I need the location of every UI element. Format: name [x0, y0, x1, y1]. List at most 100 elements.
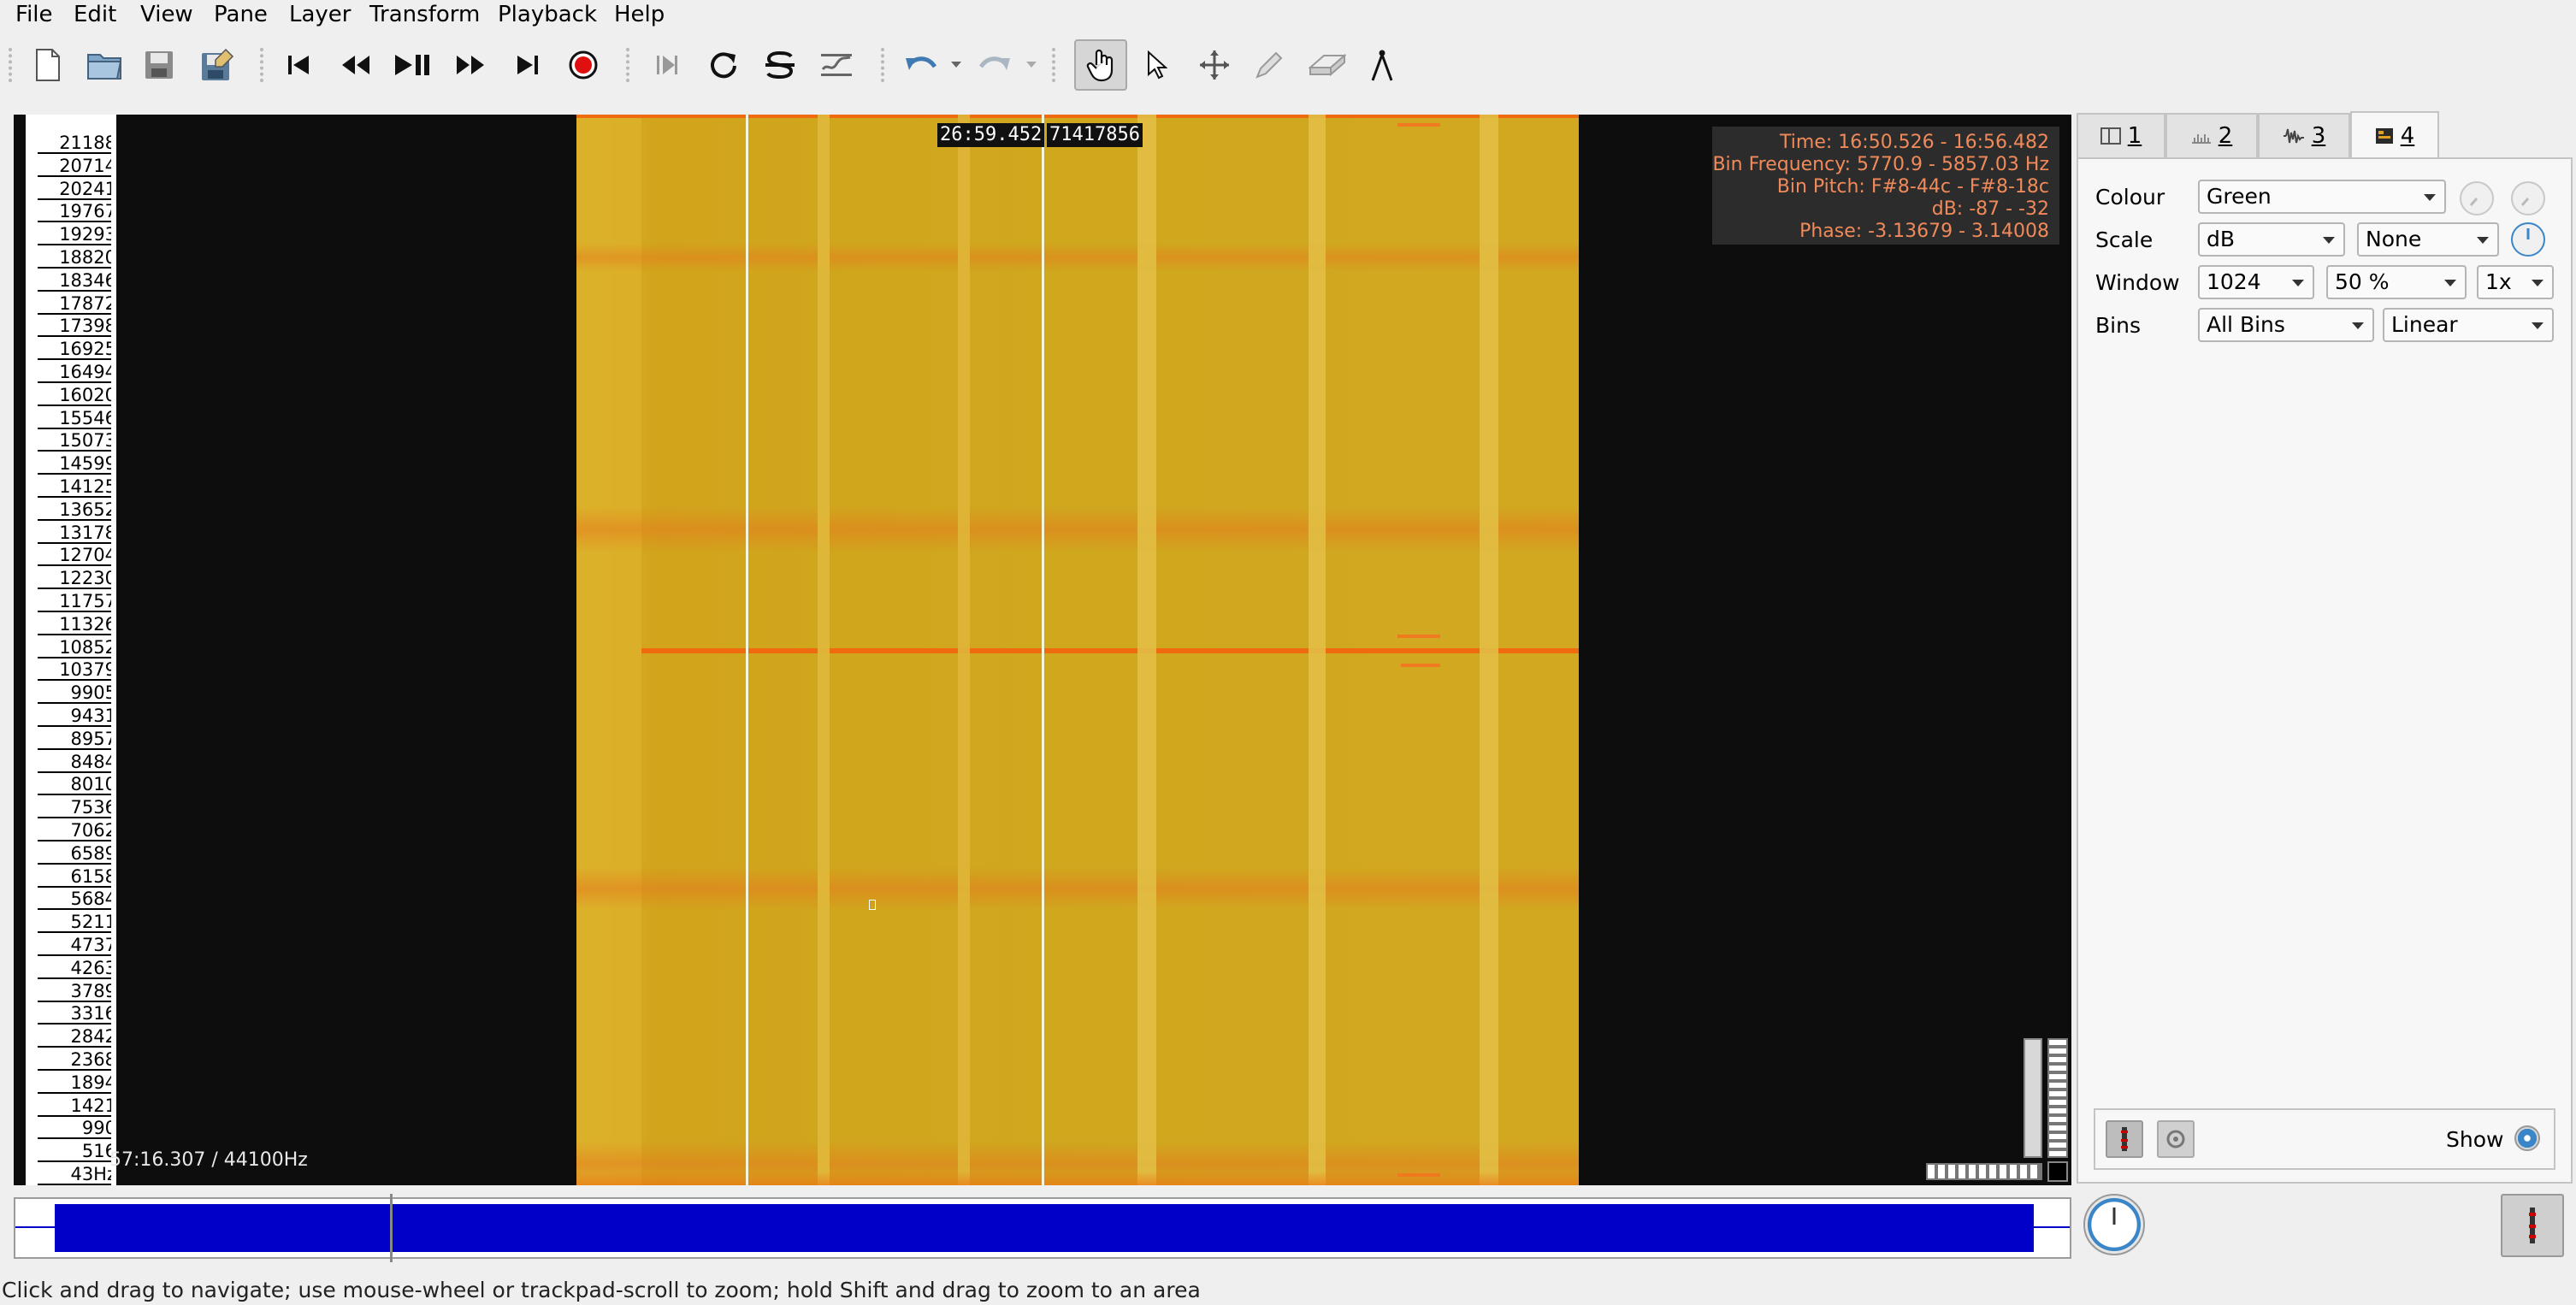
oversampling-select[interactable]: 1x [2477, 265, 2554, 299]
colour-select[interactable]: Green [2198, 180, 2446, 214]
normalization-select[interactable]: None [2357, 222, 2499, 257]
frequency-tick-label: 14599 [38, 454, 116, 475]
layer-colour-button[interactable] [2106, 1120, 2143, 1158]
frequency-tick-label: 15546 [38, 409, 116, 429]
zoom-reset-button[interactable] [2047, 1161, 2068, 1182]
record-icon[interactable] [559, 41, 607, 89]
frequency-tick-label: 21188 [38, 133, 116, 154]
select-tool-icon[interactable] [1132, 41, 1180, 89]
window-size-select[interactable]: 1024 [2198, 265, 2314, 299]
tab-4[interactable]: 4 [2350, 111, 2439, 159]
tab-3[interactable]: 3 [2258, 113, 2350, 157]
frequency-tick-label: 10852 [38, 638, 116, 658]
draw-tool-icon[interactable] [1245, 41, 1293, 89]
forward-end-icon[interactable] [503, 41, 551, 89]
colour-rotation-knob[interactable] [2511, 222, 2545, 257]
playhead-line[interactable] [1042, 115, 1044, 1185]
menu-help[interactable]: Help [614, 2, 665, 27]
spectrogram-pane[interactable]: 21188 20714 20241 19767 19293 18820 18346 17872… [14, 115, 2071, 1185]
frequency-tick-label: 12704 [38, 546, 116, 567]
redo-icon[interactable] [972, 41, 1019, 89]
frequency-tick-label: 43Hz [38, 1165, 116, 1185]
status-bar: Click and drag to navigate; use mouse-wh… [2, 1278, 1201, 1302]
play-selection-icon[interactable] [643, 41, 691, 89]
window-overlap-select[interactable]: 50 % [2326, 265, 2467, 299]
fast-forward-icon[interactable] [446, 41, 494, 89]
playback-speed-knob[interactable] [2083, 1194, 2145, 1255]
play-pause-icon[interactable] [388, 41, 436, 89]
frequency-tick-label: 8010 [38, 775, 116, 796]
chevron-down-icon [2352, 322, 2364, 329]
save-as-icon[interactable] [193, 41, 241, 89]
show-layer-toggle[interactable] [2514, 1125, 2540, 1151]
undo-icon[interactable] [896, 41, 944, 89]
playback-layer-button[interactable] [2501, 1194, 2564, 1257]
frequency-tick-label: 10379 [38, 660, 116, 682]
toolbar-grip [9, 48, 15, 82]
overview-strip[interactable] [14, 1194, 2071, 1262]
frequency-tick-label: 9431 [38, 706, 116, 727]
menu-edit[interactable]: Edit [74, 2, 117, 27]
chevron-down-icon [2323, 237, 2335, 244]
toolbar-grip [881, 48, 888, 82]
menu-transform[interactable]: Transform [369, 2, 481, 27]
frequency-tick-label: 19293 [38, 225, 116, 246]
scale-select-value: dB [2207, 227, 2236, 251]
frequency-tick-label: 17872 [38, 294, 116, 315]
gain-knob[interactable] [2460, 181, 2494, 216]
layer-play-settings-button[interactable] [2157, 1120, 2195, 1158]
frequency-tick-label: 18346 [38, 271, 116, 292]
frequency-scale-edge [111, 115, 116, 1185]
move-tool-icon[interactable] [1191, 41, 1238, 89]
layer-bars-icon [2529, 1208, 2536, 1243]
save-icon[interactable] [135, 41, 183, 89]
overview-playhead[interactable] [390, 1194, 393, 1262]
tab-1[interactable]: 1 [2077, 113, 2165, 157]
tab-2-label: 2 [2218, 123, 2233, 149]
window-label: Window [2095, 270, 2180, 295]
toolbar [0, 36, 2576, 94]
frequency-tick-label: 16020 [38, 386, 116, 406]
top-edge-line [576, 115, 1579, 118]
redo-menu-chevron-icon[interactable] [1019, 41, 1043, 89]
chevron-down-icon [2477, 237, 2489, 244]
frequency-tick-label: 13178 [38, 523, 116, 544]
rewind-icon[interactable] [332, 41, 380, 89]
spectrogram-layer[interactable] [576, 115, 1579, 1185]
navigate-tool-icon[interactable] [1074, 39, 1127, 91]
tone-line [641, 648, 1579, 653]
erase-tool-icon[interactable] [1303, 41, 1351, 89]
menu-pane[interactable]: Pane [214, 2, 268, 27]
menu-playback[interactable]: Playback [498, 2, 598, 27]
frequency-tick-label: 7536 [38, 798, 116, 819]
vertical-zoom-wheel[interactable] [2047, 1038, 2068, 1158]
measure-tool-icon[interactable] [1358, 41, 1406, 89]
solo-icon[interactable] [756, 41, 804, 89]
frequency-tick-label: 1894 [38, 1073, 116, 1094]
normalize-icon[interactable] [812, 41, 860, 89]
menu-file[interactable]: File [15, 2, 53, 27]
toolbar-grip [1052, 48, 1059, 82]
threshold-knob[interactable] [2511, 181, 2545, 216]
undo-menu-chevron-icon[interactable] [944, 41, 968, 89]
open-file-icon[interactable] [80, 41, 128, 89]
toolbar-grip [260, 48, 267, 82]
new-file-icon[interactable] [24, 41, 72, 89]
selection-start-line[interactable] [746, 115, 748, 1185]
vertical-zoom-slider[interactable] [2024, 1038, 2042, 1158]
transient-stripe [1480, 115, 1498, 1185]
bin-scale-select[interactable]: Linear [2383, 308, 2554, 342]
speaker-icon [2166, 1130, 2185, 1149]
frequency-tick-label: 19767 [38, 202, 116, 223]
menu-layer[interactable]: Layer [289, 2, 352, 27]
info-overlay: Time: 16:50.526 - 16:56.482 Bin Frequenc… [1712, 127, 2059, 245]
rewind-start-icon[interactable] [275, 41, 323, 89]
scale-select[interactable]: dB [2198, 222, 2345, 257]
tab-2[interactable]: 2 [2165, 113, 2258, 157]
horizontal-zoom-wheel[interactable] [1926, 1163, 2042, 1180]
tone-mark [1401, 664, 1440, 667]
chevron-down-icon [2444, 280, 2456, 286]
bins-select[interactable]: All Bins [2198, 308, 2374, 342]
menu-view[interactable]: View [140, 2, 193, 27]
loop-icon[interactable] [700, 41, 747, 89]
